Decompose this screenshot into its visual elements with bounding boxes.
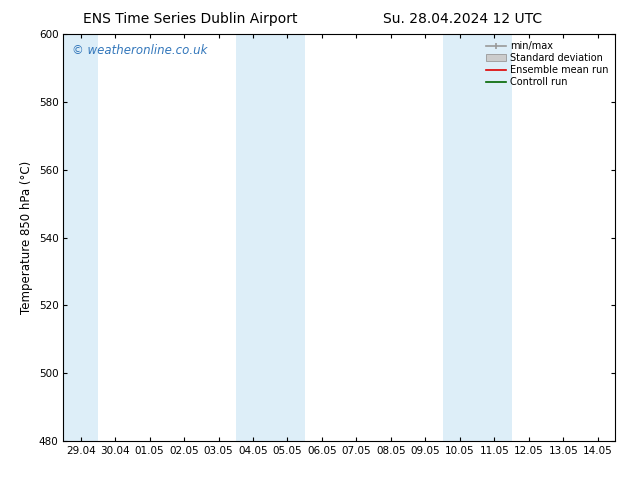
Y-axis label: Temperature 850 hPa (°C): Temperature 850 hPa (°C): [20, 161, 33, 314]
Bar: [63, 34, 98, 441]
Bar: [477, 34, 512, 441]
Bar: [236, 34, 270, 441]
Bar: [270, 34, 305, 441]
Legend: min/max, Standard deviation, Ensemble mean run, Controll run: min/max, Standard deviation, Ensemble me…: [482, 37, 612, 91]
Text: © weatheronline.co.uk: © weatheronline.co.uk: [72, 45, 207, 57]
Text: Su. 28.04.2024 12 UTC: Su. 28.04.2024 12 UTC: [384, 12, 542, 26]
Bar: [443, 34, 477, 441]
Text: ENS Time Series Dublin Airport: ENS Time Series Dublin Airport: [83, 12, 297, 26]
